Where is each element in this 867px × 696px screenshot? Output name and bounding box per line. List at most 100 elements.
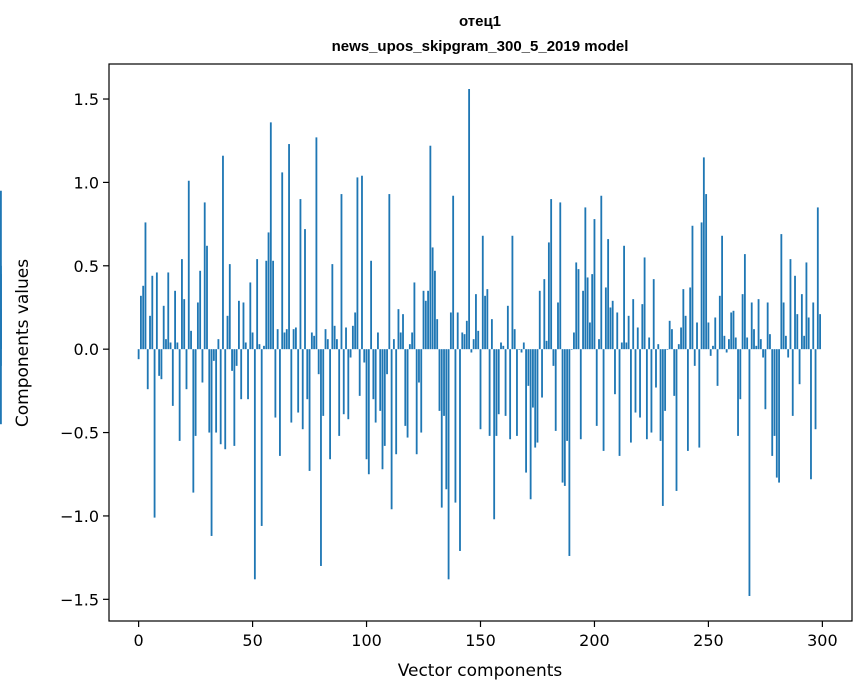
bar-105 (377, 332, 379, 350)
bar-152 (484, 295, 486, 350)
bar-226 (652, 279, 655, 350)
bar-157 (495, 349, 498, 436)
bar-70 (297, 349, 300, 413)
bar-54 (260, 349, 263, 526)
bar-146 (470, 349, 473, 353)
bar-231 (664, 349, 667, 411)
bar-191 (573, 332, 575, 350)
bar-134 (443, 349, 445, 416)
bar-150 (479, 349, 482, 430)
bar-104 (374, 349, 377, 423)
bar-30 (206, 245, 208, 350)
bar-73 (304, 229, 306, 350)
bar-113 (395, 349, 398, 455)
bar-123 (418, 349, 420, 383)
bar-13 (167, 272, 170, 350)
bar-49 (249, 282, 252, 350)
bar-241 (686, 349, 689, 451)
bar-117 (404, 349, 407, 426)
bar-256 (721, 235, 723, 350)
bar-103 (372, 349, 375, 400)
bar-251 (709, 349, 712, 356)
bar-217 (632, 299, 635, 350)
bar-201 (595, 349, 598, 426)
bar-95 (354, 312, 357, 350)
bar-175 (536, 349, 539, 443)
bar-178 (543, 279, 546, 350)
bar-281 (778, 349, 780, 483)
bar-40 (228, 264, 231, 350)
bar-120 (411, 332, 414, 350)
x-axis-label: Vector components (398, 661, 563, 681)
bar-189 (568, 349, 571, 556)
bar-261 (732, 310, 735, 350)
bar-80 (320, 349, 322, 566)
bar-270 (753, 329, 755, 350)
bar-61 (276, 329, 279, 350)
bar-163 (509, 349, 512, 440)
bar-169 (522, 342, 525, 350)
bar-274 (762, 349, 765, 358)
bar-204 (602, 349, 605, 451)
bar-291 (800, 294, 803, 350)
bar-233 (668, 320, 671, 350)
bar-216 (630, 349, 632, 443)
bar-172 (529, 349, 532, 500)
bar-211 (618, 349, 621, 456)
bar-184 (557, 302, 559, 350)
bar-7 (153, 349, 156, 518)
x-tick-label: 0 (134, 631, 144, 650)
bar-199 (591, 274, 594, 350)
bar-27 (199, 270, 202, 350)
bar-77 (313, 335, 316, 350)
bar-65 (285, 329, 288, 350)
bar-63 (281, 172, 284, 350)
bar-34 (215, 349, 218, 433)
bar-192 (575, 262, 578, 350)
bar-243 (691, 225, 694, 350)
bar-228 (657, 344, 660, 350)
bar-242 (689, 287, 692, 350)
bar-224 (648, 337, 651, 350)
bar-156 (493, 349, 496, 520)
bar-140 (456, 312, 459, 350)
bar-0 (137, 349, 140, 360)
bar-218 (634, 349, 637, 413)
bar-173 (532, 349, 534, 408)
bar-90 (342, 349, 345, 415)
bar-60 (274, 349, 277, 418)
bar-11 (162, 305, 165, 350)
bar-277 (769, 334, 771, 350)
bar-127 (427, 290, 429, 350)
bar-undefined (0, 349, 2, 425)
bar-299 (819, 314, 821, 350)
bar-254 (716, 349, 719, 386)
bar-198 (588, 322, 591, 350)
bar-85 (331, 264, 334, 350)
bar-119 (408, 344, 411, 350)
bar-22 (187, 180, 190, 350)
bar-297 (814, 349, 817, 430)
bar-76 (310, 332, 313, 350)
bar-101 (367, 349, 370, 475)
bar-203 (600, 195, 603, 350)
bar-187 (563, 349, 566, 486)
bar-182 (552, 349, 555, 366)
bar-98 (361, 175, 363, 350)
bar-139 (454, 349, 457, 503)
bar-229 (659, 349, 662, 441)
bar-4 (146, 349, 149, 390)
bar-142 (461, 332, 464, 350)
bar-155 (490, 319, 493, 350)
bar-186 (561, 349, 564, 483)
bar-262 (734, 337, 737, 350)
y-tick-label: −1.0 (60, 507, 99, 526)
bar-268 (748, 349, 751, 596)
bar-53 (258, 344, 261, 350)
bar-102 (370, 260, 373, 350)
bar-28 (201, 349, 204, 383)
bar-29 (203, 202, 206, 350)
bar-23 (190, 330, 192, 350)
chart-title: отец1 (459, 13, 501, 30)
